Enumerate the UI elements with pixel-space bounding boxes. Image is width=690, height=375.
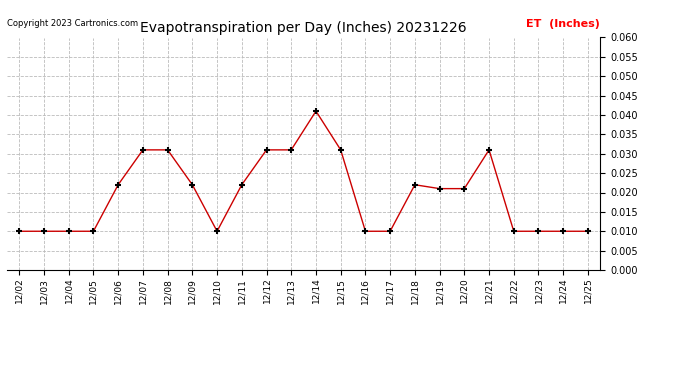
- Text: Copyright 2023 Cartronics.com: Copyright 2023 Cartronics.com: [7, 19, 138, 28]
- Title: Evapotranspiration per Day (Inches) 20231226: Evapotranspiration per Day (Inches) 2023…: [140, 21, 467, 35]
- Text: ET  (Inches): ET (Inches): [526, 19, 600, 29]
